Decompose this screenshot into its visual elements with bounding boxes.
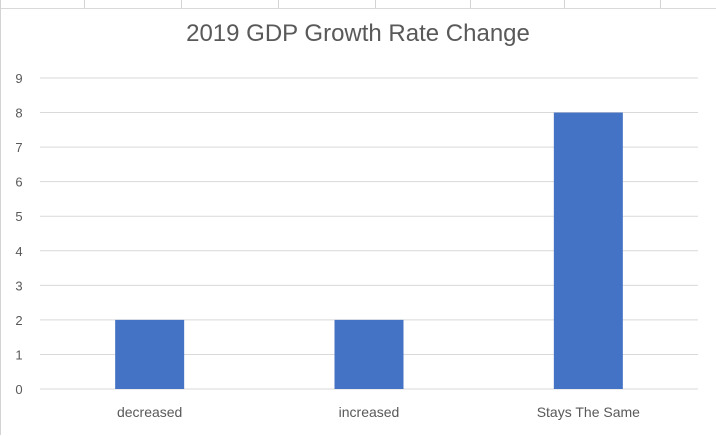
- y-tick-label: 6: [15, 175, 22, 190]
- y-tick-label: 3: [15, 278, 22, 293]
- x-category-label: decreased: [117, 404, 182, 420]
- y-tick-label: 7: [15, 140, 22, 155]
- sheet-column-line: [375, 0, 376, 8]
- sheet-column-line: [660, 0, 661, 8]
- sheet-border: [0, 0, 1, 435]
- sheet-column-line: [564, 0, 565, 8]
- y-tick-label: 8: [15, 106, 22, 121]
- y-tick-label: 0: [15, 382, 22, 397]
- chart-title: 2019 GDP Growth Rate Change: [186, 20, 530, 47]
- y-tick-label: 5: [15, 209, 22, 224]
- x-category-label: increased: [339, 404, 400, 420]
- y-tick-label: 9: [15, 71, 22, 86]
- y-axis-tick-labels: 0 1 2 3 4 5 6 7 8 9: [15, 71, 22, 397]
- sheet-column-line: [470, 0, 471, 8]
- y-tick-label: 2: [15, 313, 22, 328]
- y-tick-label: 1: [15, 347, 22, 362]
- sheet-column-line: [181, 0, 182, 8]
- sheet-column-line: [84, 0, 85, 8]
- y-tick-label: 4: [15, 244, 22, 259]
- bar-stays-the-same[interactable]: [553, 112, 623, 390]
- bars: [115, 112, 623, 390]
- bar-decreased[interactable]: [115, 319, 185, 389]
- x-category-label: Stays The Same: [537, 404, 640, 420]
- bar-increased[interactable]: [334, 319, 404, 389]
- x-axis-category-labels: decreased increased Stays The Same: [117, 404, 640, 420]
- sheet-column-line: [278, 0, 279, 8]
